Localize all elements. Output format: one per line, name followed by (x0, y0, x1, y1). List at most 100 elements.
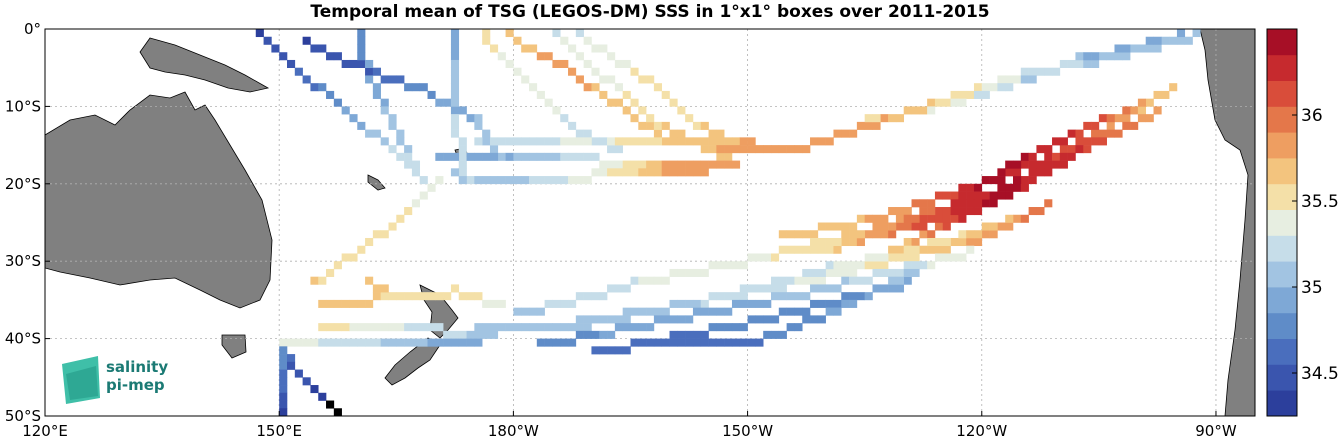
sss-cell (739, 323, 748, 332)
sss-cell (1122, 114, 1131, 123)
sss-cell (708, 307, 717, 316)
sss-cell (677, 106, 686, 115)
sss-cell (341, 299, 350, 308)
sss-cell (1122, 106, 1131, 115)
sss-cell (1137, 98, 1147, 107)
sss-cell (747, 299, 756, 308)
sss-cell (450, 330, 460, 339)
sss-cell (583, 36, 592, 45)
sss-cell (810, 284, 819, 293)
sss-cell (700, 330, 709, 339)
sss-cell (302, 377, 311, 386)
sss-cell (497, 137, 506, 146)
sss-cell (349, 114, 358, 123)
sss-cell (380, 292, 389, 301)
sss-cell (622, 59, 631, 68)
sss-cell (614, 284, 623, 293)
sss-cell (365, 129, 374, 138)
sss-cell (919, 261, 928, 270)
sss-cell (404, 207, 413, 216)
land-new-guinea (139, 37, 270, 93)
sss-cell (544, 338, 553, 347)
sss-cell (677, 315, 686, 324)
sss-cell (966, 191, 975, 200)
colorbar-swatch (1267, 80, 1297, 107)
sss-cell (357, 44, 366, 53)
sss-cell (653, 129, 663, 138)
sss-cell (981, 230, 990, 239)
sss-cell (739, 137, 748, 146)
sss-cell (692, 307, 702, 316)
sss-cell (981, 191, 990, 200)
sss-cell (552, 29, 561, 38)
sss-cell (372, 90, 381, 99)
sss-cell (833, 268, 842, 277)
sss-cell (685, 315, 694, 324)
sss-cell (739, 261, 748, 270)
sss-cell (661, 168, 670, 177)
sss-cell (825, 137, 834, 146)
sss-cell (489, 137, 499, 146)
sss-cell (903, 245, 912, 254)
sss-cell (653, 276, 663, 285)
sss-cell (380, 75, 389, 84)
sss-cell (1106, 121, 1115, 130)
sss-cell (677, 330, 686, 339)
sss-cell (560, 176, 569, 185)
sss-cell (380, 106, 389, 115)
sss-cell (950, 253, 959, 262)
sss-cell (388, 75, 397, 84)
sss-cell (747, 253, 756, 262)
colorbar-swatch (1267, 106, 1297, 133)
sss-cell (638, 137, 647, 146)
sss-cell (404, 83, 413, 92)
sss-cell (466, 152, 475, 161)
sss-cell (849, 129, 858, 138)
sss-cell (466, 330, 475, 339)
sss-cell (833, 129, 842, 138)
sss-cell (372, 83, 381, 92)
sss-cell (638, 160, 647, 169)
sss-cell (849, 230, 858, 239)
sss-cell (817, 315, 826, 324)
sss-cell (357, 338, 366, 347)
sss-cell (950, 237, 959, 247)
sss-cell (411, 160, 421, 169)
sss-cell (365, 299, 374, 308)
sss-cell (646, 160, 655, 169)
sss-cell (646, 307, 655, 316)
sss-cell (349, 253, 358, 262)
sss-cell (700, 145, 709, 154)
y-tick-label: 0° (24, 20, 41, 38)
sss-cell (474, 176, 483, 185)
sss-cell (411, 338, 421, 347)
sss-cell (365, 75, 374, 84)
sss-cell (669, 129, 678, 138)
sss-cell (825, 245, 834, 254)
sss-cell (958, 214, 967, 223)
sss-cell (1059, 160, 1068, 169)
sss-cell (661, 137, 670, 146)
sss-cell (989, 176, 998, 185)
sss-cell (856, 214, 865, 223)
sss-cell (973, 237, 983, 247)
y-tick-label: 20°S (5, 175, 41, 193)
sss-cell (1145, 36, 1154, 45)
sss-cell (755, 299, 764, 308)
sss-cell (966, 199, 975, 208)
sss-cell (973, 191, 983, 200)
sss-cell (1130, 121, 1139, 130)
sss-cell (669, 315, 678, 324)
sss-cell (568, 121, 577, 130)
sss-cell (380, 230, 389, 239)
sss-cell (1098, 129, 1107, 138)
sss-cell (1176, 36, 1186, 45)
sss-cell (427, 90, 436, 99)
sss-cell (716, 160, 725, 169)
sss-cell (638, 75, 647, 84)
sss-cell (287, 338, 296, 347)
sss-cell (388, 114, 397, 123)
sss-cell (560, 137, 569, 146)
sss-cell (786, 245, 795, 254)
sss-cell (731, 323, 741, 332)
